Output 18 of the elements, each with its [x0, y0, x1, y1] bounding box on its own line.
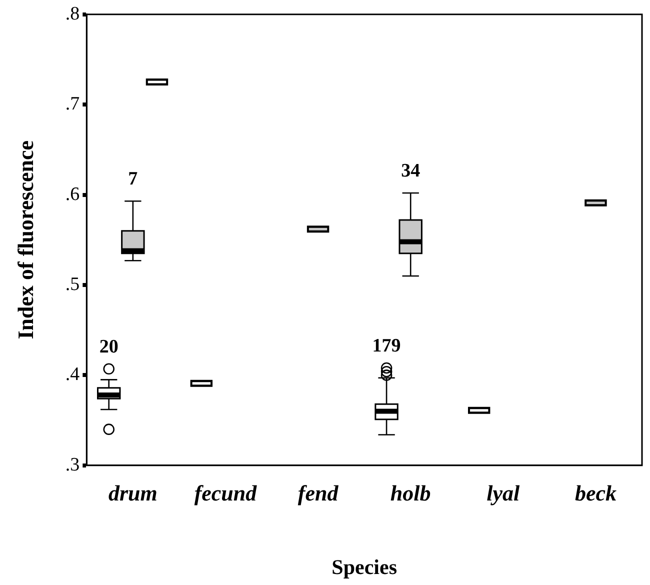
x-axis-title: Species — [332, 554, 397, 579]
x-tick-label: drum — [108, 480, 158, 506]
text: 20 — [99, 336, 118, 358]
y-tick-label: .3 — [65, 454, 80, 476]
x-tick-label: fecund — [194, 480, 258, 506]
x-tick-label: holb — [390, 480, 431, 506]
x-tick-label: lyal — [486, 480, 521, 506]
text: 179 — [372, 335, 401, 356]
x-tick-label: fend — [298, 480, 340, 506]
text: 7 — [128, 168, 138, 190]
text: 34 — [401, 160, 420, 182]
y-axis-title: Index of fluorescence — [12, 140, 38, 340]
y-tick-label: .5 — [65, 274, 80, 295]
y-tick-label: .4 — [65, 364, 80, 386]
y-tick-label: .8 — [65, 3, 80, 24]
y-tick-label: .6 — [65, 184, 80, 205]
y-tick-label: .7 — [65, 94, 80, 115]
x-tick-label: beck — [574, 480, 616, 506]
